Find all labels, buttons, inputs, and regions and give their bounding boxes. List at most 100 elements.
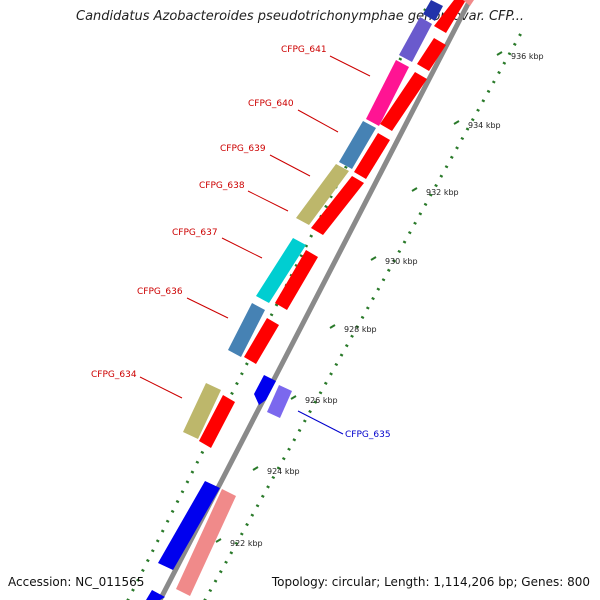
kbp-tick-mark xyxy=(496,51,503,56)
outer-track-dot xyxy=(423,202,428,207)
gene-block-CFPG_641[interactable] xyxy=(366,60,409,126)
outer-track-dot xyxy=(350,334,354,338)
outer-track-dot xyxy=(334,362,339,367)
gene-label-CFPG_636[interactable]: CFPG_636 xyxy=(137,287,183,297)
cds-arrow-10[interactable] xyxy=(176,489,236,596)
outer-track-dot xyxy=(245,522,249,527)
cds-arrow-4[interactable] xyxy=(380,72,427,131)
outer-track-dot xyxy=(313,400,318,404)
gene-label-CFPG_639[interactable]: CFPG_639 xyxy=(220,144,266,154)
outer-track-dot xyxy=(402,240,407,244)
kbp-tick-label: 930 kbp xyxy=(385,257,418,266)
outer-track-dot xyxy=(449,155,454,160)
kbp-tick-label: 924 kbp xyxy=(267,467,300,476)
outer-track-dot xyxy=(407,230,412,235)
cds-arrow-5[interactable] xyxy=(354,133,390,179)
outer-track-dot xyxy=(229,551,234,555)
feature-track-reverse xyxy=(254,375,292,418)
gene-label-CFPG_641[interactable]: CFPG_641 xyxy=(281,45,327,55)
gene-block-CFPG_639[interactable] xyxy=(296,164,349,225)
outer-track-dot xyxy=(355,325,360,329)
cds-arrow-8[interactable] xyxy=(244,318,279,364)
outer-track-dot xyxy=(455,146,459,150)
inner-track-dot xyxy=(141,568,145,573)
gene-block-CFPG_634[interactable] xyxy=(183,383,221,439)
inner-track-dot xyxy=(165,519,170,523)
kbp-tick-mark xyxy=(453,120,460,125)
outer-track-dot xyxy=(266,485,270,489)
outer-track-dot xyxy=(413,221,417,225)
outer-track-dot xyxy=(397,249,402,254)
kbp-tick-label: 922 kbp xyxy=(230,539,263,548)
gc-skew-track-right xyxy=(203,33,522,600)
gene-block-CFPG_635[interactable] xyxy=(267,385,292,418)
kbp-tick-label: 928 kbp xyxy=(344,325,377,334)
outer-track-dot xyxy=(276,466,281,470)
outer-track-dot xyxy=(486,89,491,94)
kbp-tick-label: 936 kbp xyxy=(511,52,544,61)
leader-CFPG_641 xyxy=(329,55,371,77)
gene-block-top-violet[interactable] xyxy=(399,17,432,62)
outer-track-dot xyxy=(491,80,496,84)
kbp-tick-labels: 922 kbp 924 kbp 926 kbp 928 kbp 930 kbp 932 k… xyxy=(215,51,544,548)
genome-summary: Topology: circular; Length: 1,114,206 bp… xyxy=(271,575,590,589)
outer-track-dot xyxy=(297,428,302,433)
kbp-tick-label: 932 kbp xyxy=(426,188,459,197)
outer-track-dot xyxy=(255,504,260,508)
inner-track-dot xyxy=(185,480,190,484)
gene-label-CFPG_634[interactable]: CFPG_634 xyxy=(91,370,137,380)
outer-track-dot xyxy=(344,343,349,348)
gene-block-CFPG_635-blue[interactable] xyxy=(254,375,276,405)
inner-track-dot xyxy=(200,450,205,455)
inner-track-dot xyxy=(230,391,234,396)
inner-track-dot xyxy=(324,204,328,209)
inner-track-dot xyxy=(136,578,140,582)
inner-track-dot xyxy=(269,313,274,317)
inner-track-dot xyxy=(180,490,185,494)
outer-track-dot xyxy=(497,70,501,75)
cds-arrow-1[interactable] xyxy=(434,0,466,33)
outer-track-dot xyxy=(376,287,381,291)
gene-block-top-blue[interactable] xyxy=(423,0,443,21)
outer-track-dot xyxy=(460,136,465,141)
kbp-tick-mark xyxy=(215,538,222,543)
gene-label-CFPG_635[interactable]: CFPG_635 xyxy=(345,430,391,440)
outer-track-dot xyxy=(271,475,276,480)
leader-CFPG_635 xyxy=(297,410,344,435)
gene-leader-lines xyxy=(139,55,371,435)
outer-track-dot xyxy=(476,108,480,112)
outer-track-dot xyxy=(512,42,517,47)
gene-label-CFPG_637[interactable]: CFPG_637 xyxy=(172,228,218,238)
feature-track-cds xyxy=(176,0,474,596)
gene-block-CFPG_638-cyan[interactable] xyxy=(256,238,306,303)
kbp-tick-label: 934 kbp xyxy=(468,121,501,130)
gene-block-CFPG_636[interactable] xyxy=(228,303,265,357)
kbp-tick-mark xyxy=(252,466,259,471)
cds-arrow-3[interactable] xyxy=(417,38,446,71)
outer-track-dot xyxy=(224,560,228,564)
gene-label-CFPG_640[interactable]: CFPG_640 xyxy=(248,99,294,109)
outer-track-dot xyxy=(318,391,323,395)
gene-block-bottom-blue[interactable] xyxy=(146,590,165,600)
outer-track-dot xyxy=(434,183,438,188)
cds-arrow-6[interactable] xyxy=(311,176,364,235)
inner-track-dot xyxy=(274,303,279,307)
cds-arrow-7[interactable] xyxy=(275,250,318,310)
gene-labels: CFPG_641 CFPG_640 CFPG_639 CFPG_638 CFPG_637… xyxy=(91,45,391,440)
gene-block-lower-blue[interactable] xyxy=(158,481,220,570)
outer-track-dot xyxy=(281,456,286,461)
outer-track-dot xyxy=(250,513,255,517)
cds-arrow-2[interactable] xyxy=(463,0,474,6)
gene-block-CFPG_640[interactable] xyxy=(339,121,376,169)
accession-label: Accession: NC_011565 xyxy=(8,575,145,589)
cds-arrow-9[interactable] xyxy=(199,395,235,448)
outer-track-dot xyxy=(308,409,312,414)
outer-track-dot xyxy=(218,569,223,574)
outer-track-dot xyxy=(302,419,307,423)
leader-CFPG_639 xyxy=(269,154,311,177)
inner-track-dot xyxy=(175,499,180,504)
outer-track-dot xyxy=(287,447,291,451)
outer-track-dot xyxy=(392,259,396,263)
kbp-tick-mark xyxy=(370,256,377,261)
gene-label-CFPG_638[interactable]: CFPG_638 xyxy=(199,181,245,191)
